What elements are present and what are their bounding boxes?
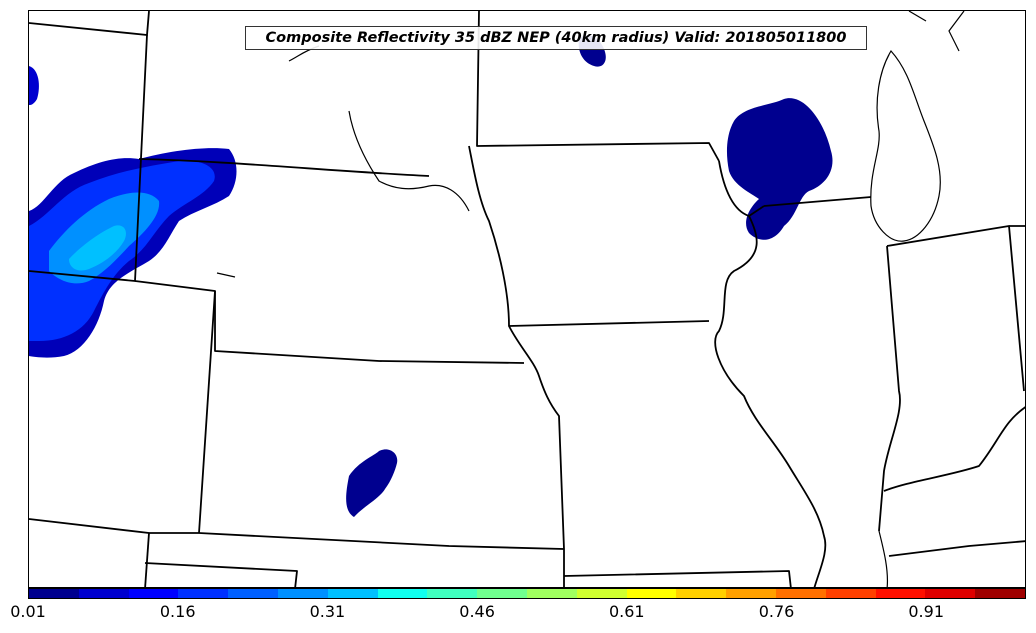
colorbar [28, 588, 1026, 599]
map-title-box: Composite Reflectivity 35 dBZ NEP (40km … [245, 26, 867, 50]
colorbar-segment [576, 589, 627, 598]
water-features [216, 11, 965, 587]
colorbar-segment [676, 589, 727, 598]
colorbar-tick-label: 0.46 [459, 602, 495, 621]
colorbar-segment [875, 589, 926, 598]
colorbar-segment [78, 589, 129, 598]
colorbar-tick-label: 0.91 [908, 602, 944, 621]
nep-blob-kansas [346, 449, 398, 517]
map-title: Composite Reflectivity 35 dBZ NEP (40km … [265, 30, 847, 46]
colorbar-segment [178, 589, 229, 598]
colorbar-segment [327, 589, 378, 598]
nep-blob-west-core [69, 225, 126, 271]
colorbar-segment [128, 589, 179, 598]
colorbar-segment [277, 589, 328, 598]
colorbar-segment [228, 589, 278, 598]
nep-blob-northwest [29, 66, 39, 106]
colorbar-tick-label: 0.31 [309, 602, 346, 621]
colorbar-tick-label: 0.76 [758, 602, 795, 621]
colorbar-segment [377, 589, 428, 598]
map-canvas [29, 11, 1025, 587]
colorbar-tick-label: 0.01 [10, 602, 46, 621]
colorbar-segment [626, 589, 677, 598]
colorbar-segment [477, 589, 527, 598]
map-panel: Composite Reflectivity 35 dBZ NEP (40km … [28, 10, 1026, 588]
colorbar-segment [29, 589, 79, 598]
lake-michigan-outline [870, 49, 941, 242]
state-boundaries [29, 11, 1025, 587]
colorbar-segment [427, 589, 478, 598]
colorbar-tick-label: 0.16 [159, 602, 196, 621]
colorbar-ticks: 0.01 0.16 0.31 0.46 0.61 0.76 0.91 [0, 600, 1036, 630]
nep-blob-wisconsin [726, 98, 833, 240]
colorbar-segment [526, 589, 577, 598]
colorbar-segment [726, 589, 776, 598]
probability-shading [29, 35, 833, 517]
colorbar-segment [975, 589, 1025, 598]
colorbar-segment [825, 589, 876, 598]
colorbar-segment [925, 589, 976, 598]
colorbar-segment [775, 589, 826, 598]
colorbar-tick-label: 0.61 [608, 602, 645, 621]
